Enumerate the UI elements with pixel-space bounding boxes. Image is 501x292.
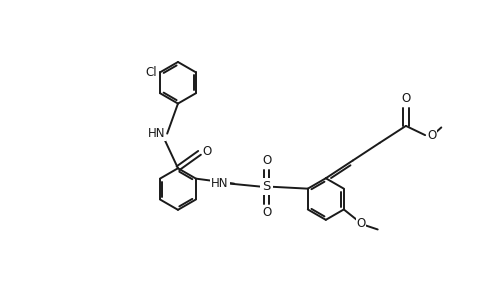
Text: O: O [262, 206, 271, 219]
Text: HN: HN [211, 177, 228, 190]
Text: O: O [400, 92, 410, 105]
Text: O: O [426, 129, 436, 142]
Text: S: S [262, 180, 270, 193]
Text: O: O [355, 217, 365, 230]
Text: Cl: Cl [145, 66, 157, 79]
Text: HN: HN [147, 127, 165, 140]
Text: O: O [262, 154, 271, 168]
Text: O: O [202, 145, 211, 158]
